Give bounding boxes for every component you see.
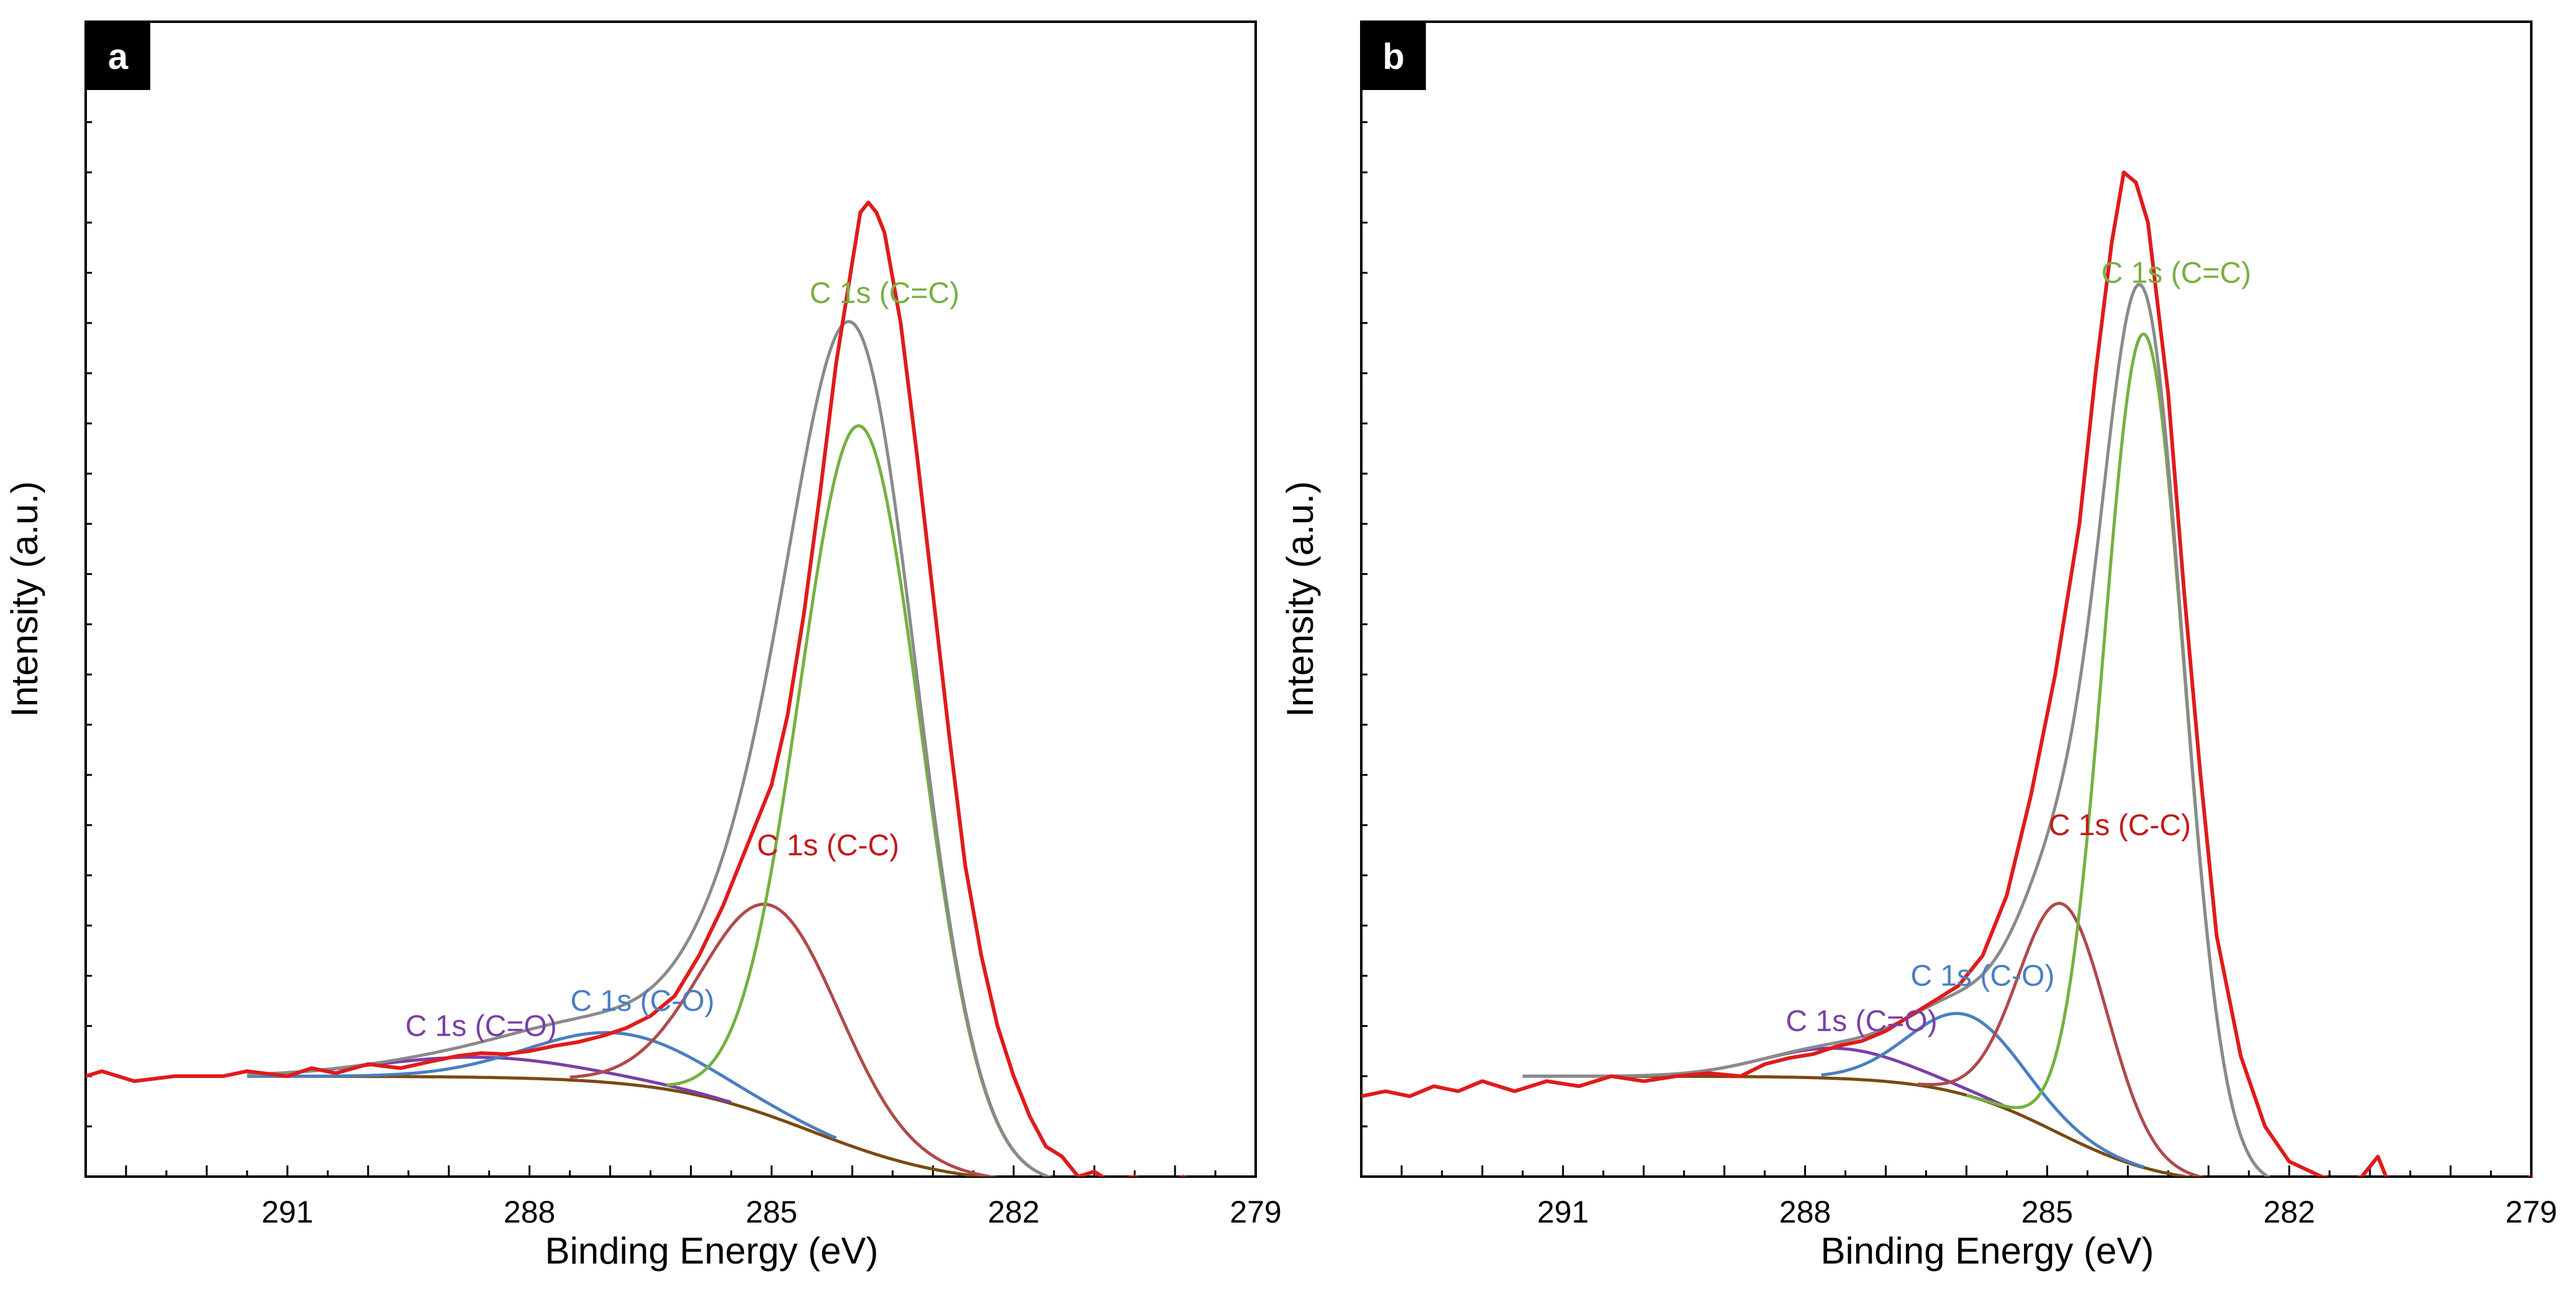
component-c-1s-c-o (263, 1056, 732, 1104)
x-tick-label: 285 (2021, 1195, 2073, 1229)
component-c-1s-c-c (666, 424, 1053, 1177)
peak-label: C 1s (C-O) (1910, 960, 2054, 993)
curves (1361, 170, 2531, 1177)
y-axis-title: Intensity (a.u.) (4, 481, 45, 717)
panel-label: a (86, 22, 150, 90)
background-line (1522, 1074, 2197, 1177)
plot-frame (84, 20, 1257, 1178)
x-axis-title: Binding Energy (eV) (1820, 1230, 2154, 1272)
panel-label-text: b (1382, 37, 1404, 77)
curves (86, 201, 1187, 1177)
raw-data-line (86, 201, 1187, 1177)
panel-a: a 291 288 285 282 279 Binding Energy (eV) Inten… (4, 20, 1282, 1272)
raw-data-line (1361, 170, 2531, 1177)
x-tick-label: 291 (261, 1195, 313, 1229)
panel-b: b 291 288 285 282 279 Binding Energy (eV) Inten… (1279, 20, 2557, 1272)
component-c-1s-c-o (247, 1031, 837, 1140)
panel-label: b (1361, 22, 1426, 90)
x-tick-label: 279 (2505, 1195, 2557, 1229)
background-line (247, 1074, 993, 1177)
peak-label: C 1s (C=C) (810, 277, 959, 310)
component-c-1s-c-c (1917, 902, 2206, 1177)
x-tick-label: 288 (504, 1195, 555, 1229)
y-axis-title: Intensity (a.u.) (1279, 481, 1321, 717)
x-tick-label: 282 (987, 1195, 1039, 1229)
x-tick-label: 291 (1537, 1195, 1589, 1229)
plot-frame (1360, 20, 2533, 1178)
x-tick-label: 285 (746, 1195, 797, 1229)
fit-envelope (1522, 283, 2271, 1177)
panel-label-text: a (108, 37, 129, 77)
x-tick-label: 282 (2263, 1195, 2315, 1229)
peak-label: C 1s (C=O) (406, 1010, 557, 1043)
fit-envelope (247, 320, 1053, 1177)
peak-label: C 1s (C=O) (1786, 1005, 1938, 1038)
component-c-1s-c-c (569, 902, 1000, 1177)
x-tick-label: 279 (1230, 1195, 1281, 1229)
component-c-1s-c-o (1820, 1011, 2145, 1169)
peak-label: C 1s (C-C) (2049, 809, 2191, 842)
peak-label: C 1s (C-C) (757, 829, 899, 862)
x-tick-label: 288 (1779, 1195, 1831, 1229)
peak-label: C 1s (C=C) (2102, 257, 2251, 290)
peak-label: C 1s (C-O) (571, 985, 715, 1018)
x-axis-title: Binding Energy (eV) (545, 1230, 878, 1272)
